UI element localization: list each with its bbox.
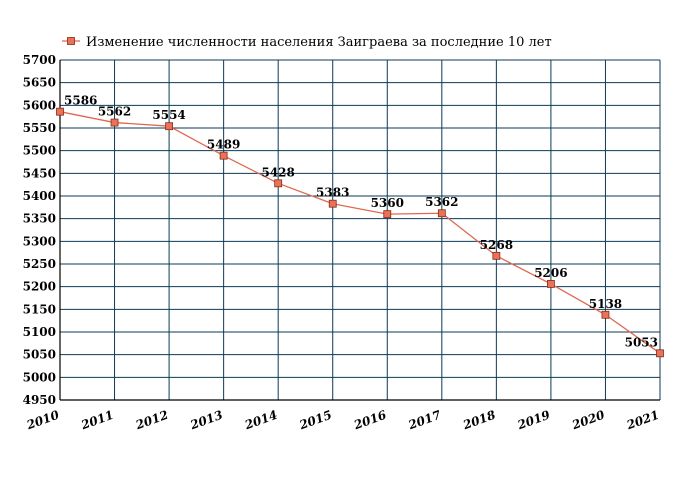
y-tick-label: 5600	[23, 98, 56, 112]
y-tick-label: 5150	[23, 302, 56, 316]
data-point	[56, 107, 64, 116]
y-tick-label: 5650	[23, 76, 56, 90]
data-point	[437, 209, 446, 218]
x-tick-label: 2010	[24, 407, 62, 432]
series-line	[59, 111, 661, 354]
data-label: 5489	[207, 138, 240, 152]
y-tick-label: 5300	[23, 234, 56, 248]
data-label: 5383	[316, 186, 349, 200]
series	[56, 107, 664, 358]
legend: Изменение численности населения Заиграев…	[62, 35, 552, 50]
data-point	[601, 310, 610, 319]
x-tick-label: 2016	[351, 407, 389, 432]
x-tick-label: 2012	[133, 408, 170, 433]
data-label: 5268	[480, 238, 513, 252]
data-point	[492, 251, 501, 260]
x-tick-label: 2015	[297, 408, 334, 433]
data-label: 5428	[261, 165, 294, 179]
legend-label: Изменение численности населения Заиграев…	[86, 35, 552, 50]
data-point	[165, 122, 173, 131]
x-tick-label: 2019	[515, 407, 553, 432]
data-label: 5053	[625, 335, 658, 349]
y-tick-label: 5000	[23, 370, 56, 384]
data-point	[383, 210, 392, 219]
x-tick-label: 2020	[569, 407, 607, 432]
y-tick-label: 5450	[23, 166, 56, 180]
x-tick-label: 2014	[242, 408, 279, 433]
data-point	[547, 280, 555, 288]
y-tick-label: 5400	[23, 189, 56, 203]
y-tick-label: 5100	[23, 325, 56, 339]
y-tick-label: 5700	[23, 53, 56, 67]
x-tick-label: 2018	[460, 407, 498, 432]
y-tick-label: 5550	[23, 121, 56, 135]
y-tick-label: 5200	[23, 280, 56, 294]
data-point	[274, 179, 283, 188]
y-tick-label: 5500	[23, 144, 56, 158]
y-tick-label: 5350	[23, 212, 56, 226]
x-tick-label: 2011	[78, 408, 115, 433]
data-label: 5360	[371, 196, 404, 210]
y-tick-label: 5050	[23, 348, 56, 362]
data-point	[110, 118, 119, 127]
legend-marker	[67, 37, 75, 45]
x-tick-label: 2017	[406, 407, 444, 432]
grid	[59, 59, 661, 401]
data-point	[656, 349, 664, 358]
data-point	[328, 199, 337, 208]
data-label: 5586	[64, 94, 97, 108]
x-tick-label: 2021	[624, 408, 661, 433]
y-tick-label: 4950	[23, 393, 56, 407]
data-label: 5206	[534, 266, 567, 280]
data-label: 5554	[152, 108, 185, 122]
data-label: 5562	[98, 105, 131, 119]
data-point	[219, 151, 228, 160]
data-label: 5362	[425, 195, 458, 209]
x-tick-label: 2013	[188, 408, 225, 433]
data-label: 5138	[589, 297, 622, 311]
y-tick-label: 5250	[23, 257, 56, 271]
